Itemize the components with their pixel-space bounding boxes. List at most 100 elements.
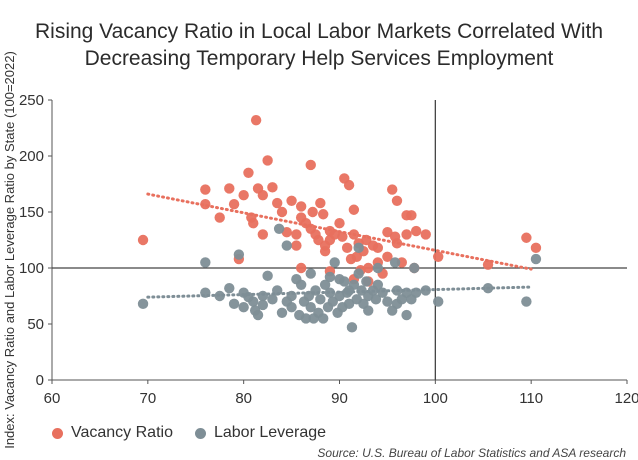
point-vacancy-ratio [262,155,273,166]
point-vacancy-ratio [200,184,211,195]
point-labor-leverage [318,313,329,324]
legend-item-labor-leverage: Labor Leverage [194,424,326,442]
point-labor-leverage [257,299,269,311]
point-labor-leverage [281,240,292,251]
point-vacancy-ratio [382,226,393,238]
point-labor-leverage [361,276,372,287]
chart-title: Rising Vacancy Ratio in Local Labor Mark… [0,18,638,72]
point-labor-leverage [420,285,431,296]
point-labor-leverage [248,296,259,307]
x-tick-label: 80 [235,390,252,407]
point-labor-leverage [228,298,240,310]
point-labor-leverage [324,271,336,283]
point-vacancy-ratio [307,206,318,218]
point-labor-leverage [363,305,374,316]
y-tick-label: 150 [19,204,44,221]
y-tick-label: 0 [36,372,44,389]
point-labor-leverage [409,262,420,274]
point-vacancy-ratio [348,204,360,215]
point-vacancy-ratio [401,229,412,240]
point-labor-leverage [276,307,288,318]
point-labor-leverage [257,290,269,302]
point-labor-leverage [238,302,249,313]
point-vacancy-ratio [420,229,431,240]
x-tick-label: 100 [423,390,448,407]
point-labor-leverage [372,262,384,274]
point-vacancy-ratio [391,195,403,206]
point-labor-leverage [346,322,358,333]
source-note: Source: U.S. Bureau of Labor Statistics … [317,446,626,460]
point-vacancy-ratio [257,229,269,240]
legend-item-vacancy-ratio: Vacancy Ratio [52,424,173,442]
point-labor-leverage [521,296,532,307]
x-tick-label: 60 [44,390,61,407]
point-labor-leverage [353,242,364,254]
point-vacancy-ratio [248,218,259,229]
point-labor-leverage [224,282,235,294]
point-vacancy-ratio [137,234,149,246]
point-labor-leverage [273,223,285,234]
point-vacancy-ratio [305,159,316,171]
legend: Vacancy Ratio Labor Leverage [52,424,348,442]
trendline-vacancy-ratio [146,192,533,271]
x-tick-label: 120 [614,390,638,407]
legend-swatch-vacancy-ratio [52,427,63,439]
point-labor-leverage [315,294,326,305]
point-vacancy-ratio [228,198,240,210]
point-labor-leverage [348,279,360,290]
y-tick-label: 200 [19,148,44,165]
point-vacancy-ratio [319,246,331,257]
point-labor-leverage [401,309,412,321]
point-labor-leverage [372,279,384,290]
point-vacancy-ratio [410,225,422,237]
point-vacancy-ratio [257,190,269,201]
point-labor-leverage [252,309,264,321]
point-vacancy-ratio [334,218,345,229]
point-vacancy-ratio [295,262,307,274]
point-vacancy-ratio [343,179,355,191]
point-vacancy-ratio [291,240,302,251]
point-vacancy-ratio [276,206,288,218]
point-vacancy-ratio [382,251,393,262]
point-vacancy-ratio [214,212,225,223]
point-vacancy-ratio [315,197,326,209]
point-vacancy-ratio [238,190,249,201]
point-labor-leverage [305,302,316,313]
point-vacancy-ratio [372,242,384,254]
chart-title-line-1: Rising Vacancy Ratio in Local Labor Mark… [34,20,604,43]
point-vacancy-ratio [295,201,307,212]
point-labor-leverage [262,270,273,282]
point-vacancy-ratio [243,167,254,178]
point-vacancy-ratio [433,251,444,262]
point-labor-leverage [267,294,278,305]
point-labor-leverage [353,268,364,279]
point-vacancy-ratio [267,182,278,193]
point-vacancy-ratio [387,184,398,195]
point-vacancy-ratio [250,114,262,126]
y-tick-label: 50 [27,316,44,333]
point-labor-leverage [137,298,149,310]
point-labor-leverage [305,268,316,279]
legend-swatch-labor-leverage [194,427,206,439]
chart-title-line-2: Decreasing Temporary Help Services Emplo… [84,47,554,70]
point-labor-leverage [377,287,388,298]
point-vacancy-ratio [521,232,532,243]
point-vacancy-ratio [363,262,374,274]
point-vacancy-ratio [318,209,329,220]
point-labor-leverage [200,257,211,268]
point-labor-leverage [382,296,393,307]
point-labor-leverage [343,298,355,310]
trendline-labor-leverage [146,285,533,299]
point-labor-leverage [319,279,331,290]
x-tick-label: 70 [139,390,156,407]
point-vacancy-ratio [272,197,283,209]
point-vacancy-ratio [530,242,542,254]
point-labor-leverage [370,294,382,305]
point-labor-leverage [295,279,307,290]
point-labor-leverage [339,276,350,287]
point-labor-leverage [389,257,401,268]
point-vacancy-ratio [286,195,297,206]
point-vacancy-ratio [291,229,302,240]
y-tick-label: 100 [19,260,44,277]
